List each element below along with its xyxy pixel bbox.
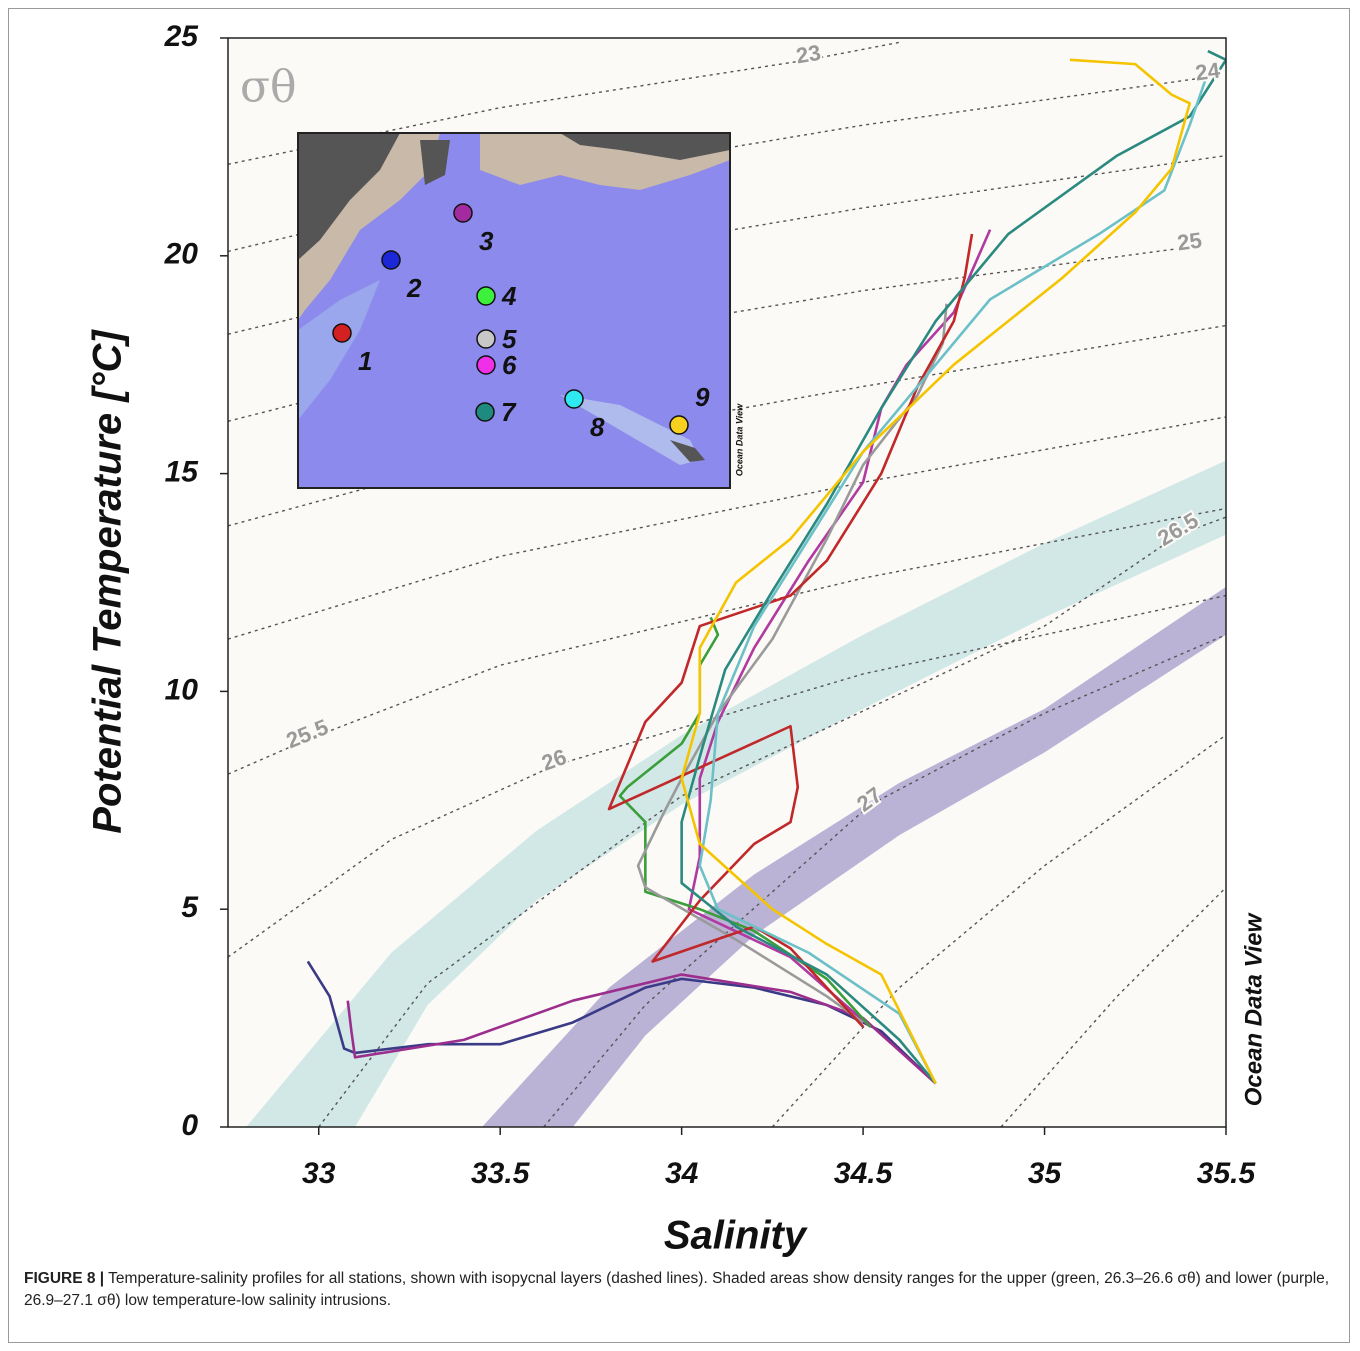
- station-label: 1: [358, 346, 372, 376]
- land: [298, 133, 400, 260]
- profile-line: [687, 229, 992, 1028]
- station-marker: [476, 355, 496, 375]
- isopycnal: [543, 634, 1226, 1127]
- profile-line: [680, 49, 1226, 1085]
- isopycnal: [228, 507, 1226, 775]
- y-tick-label: 20: [164, 238, 199, 271]
- land: [420, 140, 450, 185]
- station-marker: [332, 323, 352, 343]
- caption-label: FIGURE 8 |: [24, 1270, 105, 1287]
- x-tick-label: 35: [1028, 1157, 1063, 1190]
- map-land: [298, 133, 730, 465]
- map-watermark: Ocean Data View: [734, 403, 744, 476]
- station-marker: [476, 329, 496, 349]
- density-band: [482, 586, 1226, 1127]
- y-tick-label: 5: [181, 891, 199, 924]
- ridge: [560, 395, 700, 465]
- station-marker: [381, 250, 401, 270]
- y-tick-label: 25: [164, 20, 200, 53]
- x-tick-label: 35.5: [1197, 1157, 1257, 1190]
- station-marker: [453, 203, 473, 223]
- isopycnal: [228, 594, 1226, 958]
- profile-line: [346, 973, 937, 1085]
- profile-line: [698, 72, 1210, 1085]
- land: [560, 133, 730, 160]
- x-tick-label: 34: [665, 1157, 699, 1190]
- x-tick-label: 33.5: [471, 1157, 531, 1190]
- caption: FIGURE 8 | Temperature-salinity profiles…: [24, 1268, 1334, 1312]
- isopycnal: [228, 416, 1226, 640]
- y-tick-label: 10: [165, 673, 199, 706]
- x-axis-title: Salinity: [664, 1214, 808, 1258]
- profile-line: [680, 58, 1192, 1085]
- station-marker: [476, 286, 496, 306]
- land: [670, 440, 705, 462]
- watermark: Ocean Data View: [1240, 912, 1267, 1106]
- station-label: 8: [590, 412, 605, 442]
- y-axis-title: Potential Temperature [°C]: [86, 329, 130, 834]
- density-label: σθ: [240, 62, 297, 113]
- y-tick-label: 0: [181, 1109, 198, 1142]
- station-label: 5: [502, 324, 517, 354]
- station-marker: [669, 415, 689, 435]
- isopycnal-label: 23: [794, 40, 822, 69]
- station-label: 4: [501, 281, 517, 311]
- x-tick-label: 33: [302, 1157, 336, 1190]
- density-band: [246, 460, 1226, 1127]
- map-border: [297, 132, 731, 489]
- isopycnal-label: 24: [1194, 57, 1222, 85]
- profile-line: [607, 233, 974, 1028]
- shelf: [298, 280, 380, 420]
- isopycnal-label: 25: [1176, 227, 1204, 255]
- station-marker: [564, 389, 584, 409]
- y-tick-label: 15: [165, 456, 200, 489]
- plot-border: [227, 37, 1227, 1128]
- x-tick-label: 34.5: [834, 1157, 894, 1190]
- station-label: 3: [479, 226, 494, 256]
- isopycnal: [228, 41, 900, 166]
- profile-line: [306, 960, 937, 1085]
- station-marker: [475, 402, 495, 422]
- station-label: 9: [695, 382, 710, 412]
- isopycnal: [1000, 886, 1226, 1127]
- figure-frame: [8, 8, 1350, 1343]
- station-label: 7: [501, 397, 517, 427]
- station-label: 6: [502, 350, 517, 380]
- station-label: 2: [406, 273, 422, 303]
- caption-text: Temperature-salinity profiles for all st…: [24, 1270, 1330, 1309]
